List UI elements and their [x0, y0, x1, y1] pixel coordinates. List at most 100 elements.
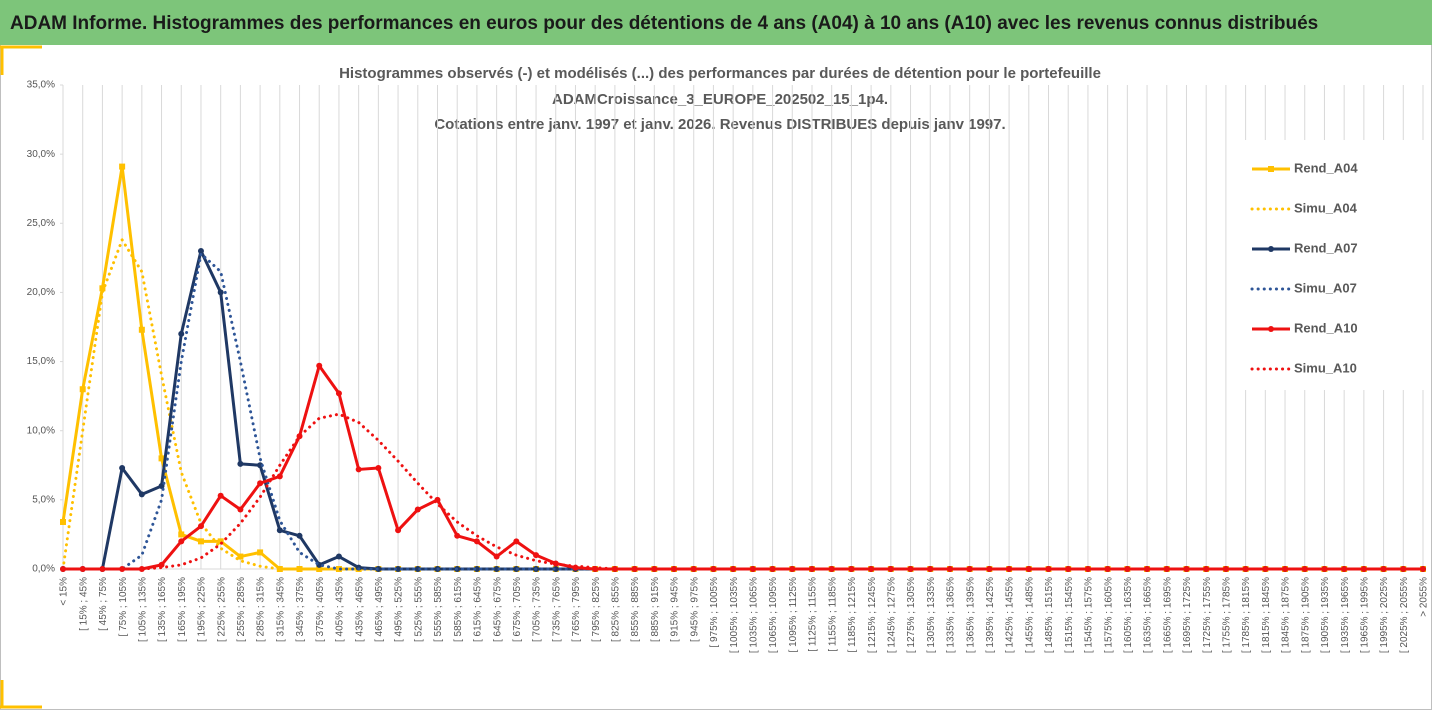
header-title: ADAM Informe. Histogrammes des performan… — [10, 13, 1318, 34]
legend-label: Rend_A04 — [1294, 160, 1358, 175]
y-tick-label: 20,0% — [27, 287, 55, 298]
accent — [0, 680, 42, 709]
marker — [1268, 166, 1274, 172]
series-line — [61, 412, 1425, 571]
x-tick-label: [ 915% ; 945% — [670, 577, 681, 642]
x-tick-label: [ 1155% ; 1185% — [827, 577, 838, 652]
marker — [237, 553, 244, 560]
x-tick-label: [ 1335% ; 1365% — [946, 577, 957, 653]
x-tick-label: [ 285% ; 315% — [256, 577, 267, 642]
marker — [1222, 566, 1229, 572]
x-tick-label: [ 1035% ; 1065% — [748, 577, 759, 653]
chart-title: Histogrammes observés (-) et modélisés (… — [339, 65, 1101, 82]
marker — [1400, 566, 1407, 572]
marker — [769, 566, 776, 572]
marker — [257, 480, 264, 487]
x-tick-label: [ 1185% ; 1215% — [847, 577, 858, 653]
x-tick-label: [ 75% ; 105% — [118, 577, 129, 637]
marker — [493, 553, 500, 560]
marker — [197, 247, 204, 254]
accent — [0, 45, 42, 75]
x-tick-label: [ 345% ; 375% — [295, 577, 306, 642]
x-tick-label: [ 1635% ; 1665% — [1143, 577, 1154, 653]
x-tick-label: [ 1305% ; 1335% — [926, 577, 937, 653]
x-tick-label: [ 105% ; 135% — [137, 577, 148, 642]
x-tick-label: [ 975% ; 1005% — [709, 577, 720, 648]
marker — [611, 566, 618, 572]
marker — [789, 566, 796, 572]
marker — [217, 289, 224, 296]
x-tick-label: [ 1845% ; 1875% — [1281, 577, 1292, 653]
y-tick-label: 5,0% — [32, 494, 55, 505]
x-tick-label: [ 45% ; 75% — [98, 577, 109, 631]
x-tick-label: [ 1395% ; 1425% — [985, 577, 996, 653]
x-tick-label: [ 495% ; 525% — [394, 577, 405, 642]
marker — [1420, 566, 1426, 572]
marker — [316, 362, 323, 369]
x-tick-label: [ 1695% ; 1725% — [1182, 577, 1193, 653]
marker — [473, 538, 480, 545]
x-tick-label: [ 1545% ; 1575% — [1084, 577, 1095, 653]
chart-title: ADAMCroissance_3_EUROPE_202502_15_1p4. — [552, 91, 888, 108]
x-tick-label: [ 1815% ; 1845% — [1261, 577, 1272, 653]
marker — [158, 455, 165, 462]
x-tick-label: [ 1065% ; 1095% — [768, 577, 779, 653]
x-tick-label: [ 825% ; 855% — [611, 577, 622, 642]
x-tick-label: [ 645% ; 675% — [492, 577, 503, 642]
plot — [60, 163, 1426, 572]
x-tick-label: [ 2025% ; 2055% — [1399, 577, 1410, 653]
marker — [1045, 566, 1052, 572]
x-tick-label: [ 615% ; 645% — [473, 577, 484, 642]
x-tick-label: [ 465% ; 495% — [374, 577, 385, 642]
x-tick-label: [ 1605% ; 1635% — [1123, 577, 1134, 653]
marker — [197, 538, 204, 545]
marker — [1268, 326, 1274, 332]
x-tick-label: [ 195% ; 225% — [197, 577, 208, 642]
marker — [631, 566, 638, 572]
marker — [355, 466, 362, 473]
legend-label: Rend_A10 — [1294, 320, 1358, 335]
marker — [316, 566, 323, 572]
marker — [119, 163, 126, 170]
marker — [99, 285, 106, 292]
legend-label: Simu_A07 — [1294, 280, 1357, 295]
marker — [414, 566, 421, 572]
x-tick-label: [ 1965% ; 1995% — [1360, 577, 1371, 653]
x-tick-label: [ 795% ; 825% — [591, 577, 602, 642]
x-tick-label: < 15% — [59, 577, 70, 606]
marker — [178, 531, 185, 538]
y-tick-label: 10,0% — [27, 425, 55, 436]
marker — [946, 566, 953, 572]
x-tick-label: [ 885% ; 915% — [650, 577, 661, 642]
marker — [138, 326, 145, 333]
x-tick-label: [ 255% ; 285% — [236, 577, 247, 642]
marker — [513, 538, 520, 545]
marker — [296, 566, 303, 572]
x-tick-label: [ 555% ; 585% — [433, 577, 444, 642]
x-tick-label: [ 405% ; 435% — [335, 577, 346, 642]
x-tick-label: [ 1785% ; 1815% — [1241, 577, 1252, 653]
chart-title: Cotations entre janv. 1997 et janv. 2026… — [434, 116, 1005, 133]
x-tick-label: [ 1275% ; 1305% — [906, 577, 917, 653]
x-tick-label: [ 1095% ; 1125% — [788, 577, 799, 653]
legend-label: Simu_A04 — [1294, 200, 1358, 215]
marker — [710, 566, 717, 572]
x-tick-label: [ 1485% ; 1515% — [1044, 577, 1055, 653]
marker — [454, 532, 461, 539]
marker — [79, 386, 86, 393]
x-tick-label: [ 675% ; 705% — [512, 577, 523, 642]
x-tick-label: [ 165% ; 195% — [177, 577, 188, 642]
marker — [966, 566, 973, 572]
x-tick-label: [ 525% ; 555% — [413, 577, 424, 642]
marker — [1203, 566, 1210, 572]
legend-label: Rend_A07 — [1294, 240, 1358, 255]
marker — [1144, 566, 1151, 572]
x-tick-label: [ 1425% ; 1455% — [1005, 577, 1016, 653]
marker — [237, 506, 244, 513]
marker — [1301, 566, 1308, 572]
marker — [99, 566, 106, 572]
marker — [1380, 566, 1387, 572]
x-tick-label: [ 135% ; 165% — [157, 577, 168, 642]
x-tick-label: [ 1725% ; 1755% — [1202, 577, 1213, 653]
